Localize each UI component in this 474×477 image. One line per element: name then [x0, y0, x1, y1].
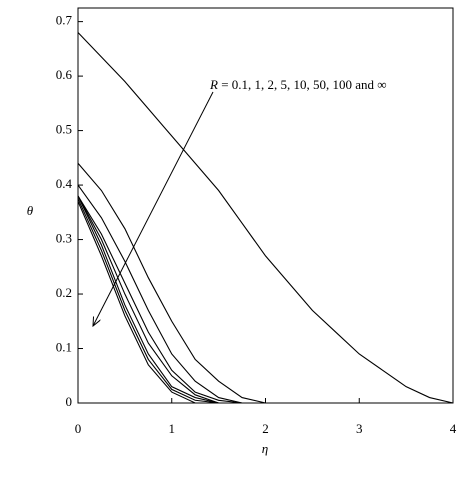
line-series	[77, 195, 453, 404]
y-axis-label: θ	[27, 203, 34, 218]
y-tick-label: 0.1	[56, 340, 72, 355]
y-tick-label: 0.6	[56, 67, 73, 82]
x-axis-label: η	[262, 441, 268, 456]
y-tick-label: 0.3	[56, 231, 72, 246]
annotation: R = 0.1, 1, 2, 5, 10, 50, 100 and ∞	[209, 77, 387, 92]
y-tick-label: 0.7	[56, 13, 73, 28]
x-tick-label: 1	[169, 421, 176, 436]
line-series	[77, 184, 453, 404]
y-tick-label: 0.5	[56, 122, 72, 137]
line-series	[77, 162, 453, 404]
line-series	[77, 195, 453, 404]
line-series	[77, 195, 453, 404]
y-tick-label: 0.2	[56, 285, 72, 300]
arrow	[93, 91, 214, 326]
x-tick-label: 3	[356, 421, 363, 436]
annotation-variable: R	[209, 77, 218, 92]
annotation-text: = 0.1, 1, 2, 5, 10, 50, 100 and ∞	[221, 77, 386, 92]
plot-frame	[77, 7, 454, 404]
x-tick-label: 0	[75, 421, 82, 436]
x-tick-label: 4	[450, 421, 457, 436]
line-series	[77, 198, 453, 404]
x-tick-label: 2	[262, 421, 269, 436]
y-tick-label: 0	[66, 394, 73, 409]
line-series	[77, 201, 453, 404]
line-series	[77, 32, 454, 404]
y-tick-label: 0.4	[56, 176, 73, 191]
